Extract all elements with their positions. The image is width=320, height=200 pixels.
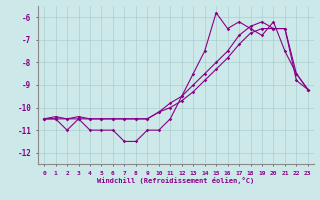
X-axis label: Windchill (Refroidissement éolien,°C): Windchill (Refroidissement éolien,°C) <box>97 177 255 184</box>
